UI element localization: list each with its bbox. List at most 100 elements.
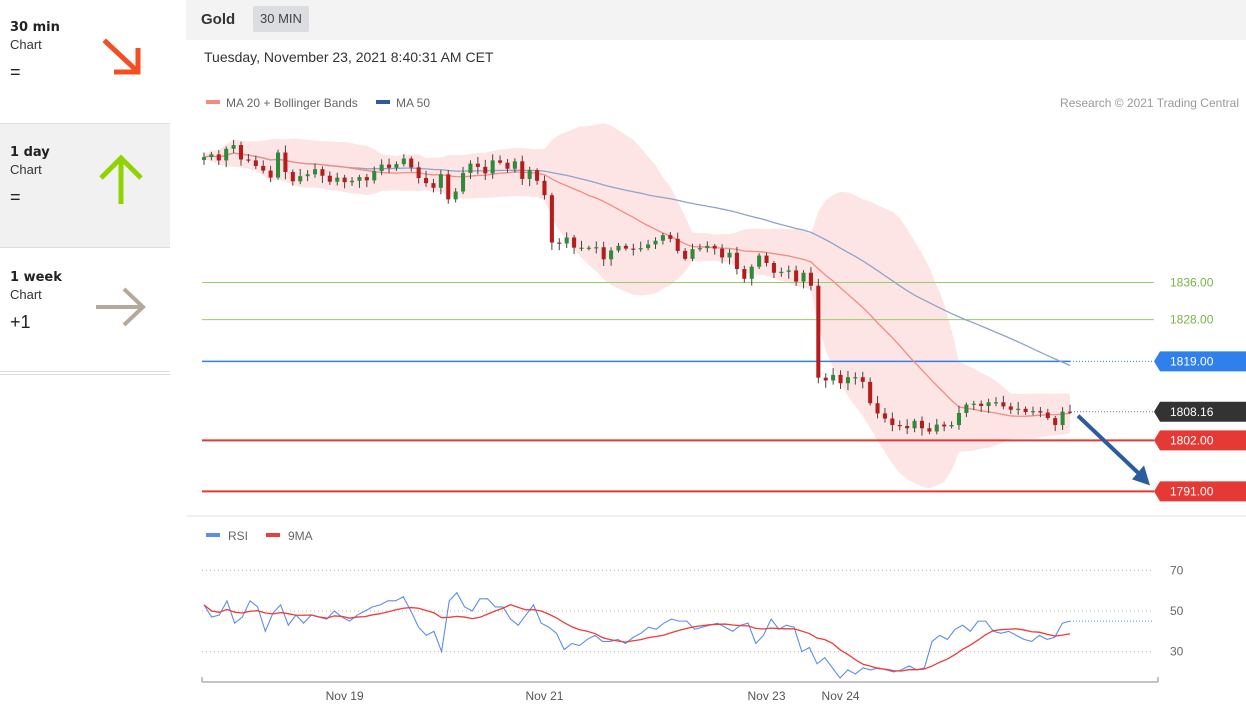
candle [512,158,517,173]
candle-body [912,420,917,429]
candle-body [498,160,503,163]
candle-body [483,166,488,174]
candle-body [253,160,258,166]
candle [638,241,643,252]
level-tag: 1802.00 [1154,430,1246,451]
candle [720,244,725,264]
candle-body [209,154,214,158]
candle-body [964,404,969,413]
candle-body [475,163,480,167]
candle [424,170,429,187]
candle [942,421,947,432]
candle [653,237,658,250]
candle [712,243,717,255]
candle [320,166,325,184]
candle [283,145,288,180]
level-tag-bg [1154,430,1246,451]
candle [327,171,332,185]
candle-body [231,145,236,149]
candle [594,241,599,254]
candle-body [216,154,221,161]
timeframe-30min[interactable]: 30 min Chart = [0,0,170,124]
timeframe-1day[interactable]: 1 day Chart = [0,124,170,248]
candle-body [1060,411,1065,426]
timeframe-title: 1 day [10,145,50,160]
candle-body [505,162,510,169]
candle-body [631,248,636,250]
candle [964,402,969,417]
candle [764,252,769,267]
candle-body [986,402,991,406]
forecast-arrow-head [1132,465,1150,486]
candle-body [875,403,880,414]
level-tag-bg [1154,351,1246,372]
level-label: 1808.16 [1170,405,1214,419]
candle-body [461,172,466,192]
candle-body [557,242,562,244]
candle [1038,407,1043,418]
candle [912,418,917,433]
candle-body [979,403,984,406]
candle-body [572,237,577,248]
candle [1016,401,1021,415]
chart-timestamp: Tuesday, November 23, 2021 8:40:31 AM CE… [204,49,494,65]
candle [683,248,688,261]
level-tag: 1808.16 [1154,401,1246,422]
candle [475,157,480,175]
candle [890,412,895,432]
level-tag: 1791.00 [1154,481,1246,502]
candle [616,243,621,253]
candle-body [453,191,458,200]
candle [1008,402,1013,414]
candle-body [320,169,325,176]
candle-body [298,176,303,182]
candle [779,267,784,277]
up-arrow-icon [99,154,143,204]
candle [697,244,702,252]
candle-body [586,247,591,249]
rsi-ma-line [203,603,1071,672]
candle-body [379,164,384,172]
candle [231,139,236,153]
candle [934,418,939,435]
candle [224,146,229,168]
candle [312,163,318,178]
candle-body [764,255,769,263]
candle [498,155,503,165]
candle [372,166,377,184]
candle [690,243,695,262]
candle-body [305,174,310,177]
timeframe-1week[interactable]: 1 week Chart +1 [0,248,170,372]
candle [549,192,554,250]
candle [1045,408,1050,421]
candle [461,166,466,195]
candle-body [779,271,784,274]
candle-body [1045,412,1050,419]
timeframe-badge[interactable]: 30 MIN [253,6,309,32]
candle-body [942,424,947,427]
candle [253,155,258,170]
candle [564,232,569,248]
candle-body [801,272,806,282]
candle-body [364,177,369,181]
candle [705,241,710,253]
candle [438,170,443,195]
level-label: 1791.00 [1170,484,1214,498]
ma20-line [203,152,1071,417]
candle [905,419,910,435]
candle [1030,406,1036,416]
candle-body [542,180,547,196]
candle-body [786,270,791,272]
level-label: 1802.00 [1170,433,1214,447]
candle-body [742,269,747,279]
candle [290,169,295,186]
candle-body [1053,418,1058,426]
candles [201,139,1073,436]
candle [794,265,799,286]
candle-body [757,255,762,267]
candle [364,173,369,188]
candle-body [312,169,318,175]
candle [771,260,776,278]
candle-body [594,247,599,249]
candle [786,265,791,279]
